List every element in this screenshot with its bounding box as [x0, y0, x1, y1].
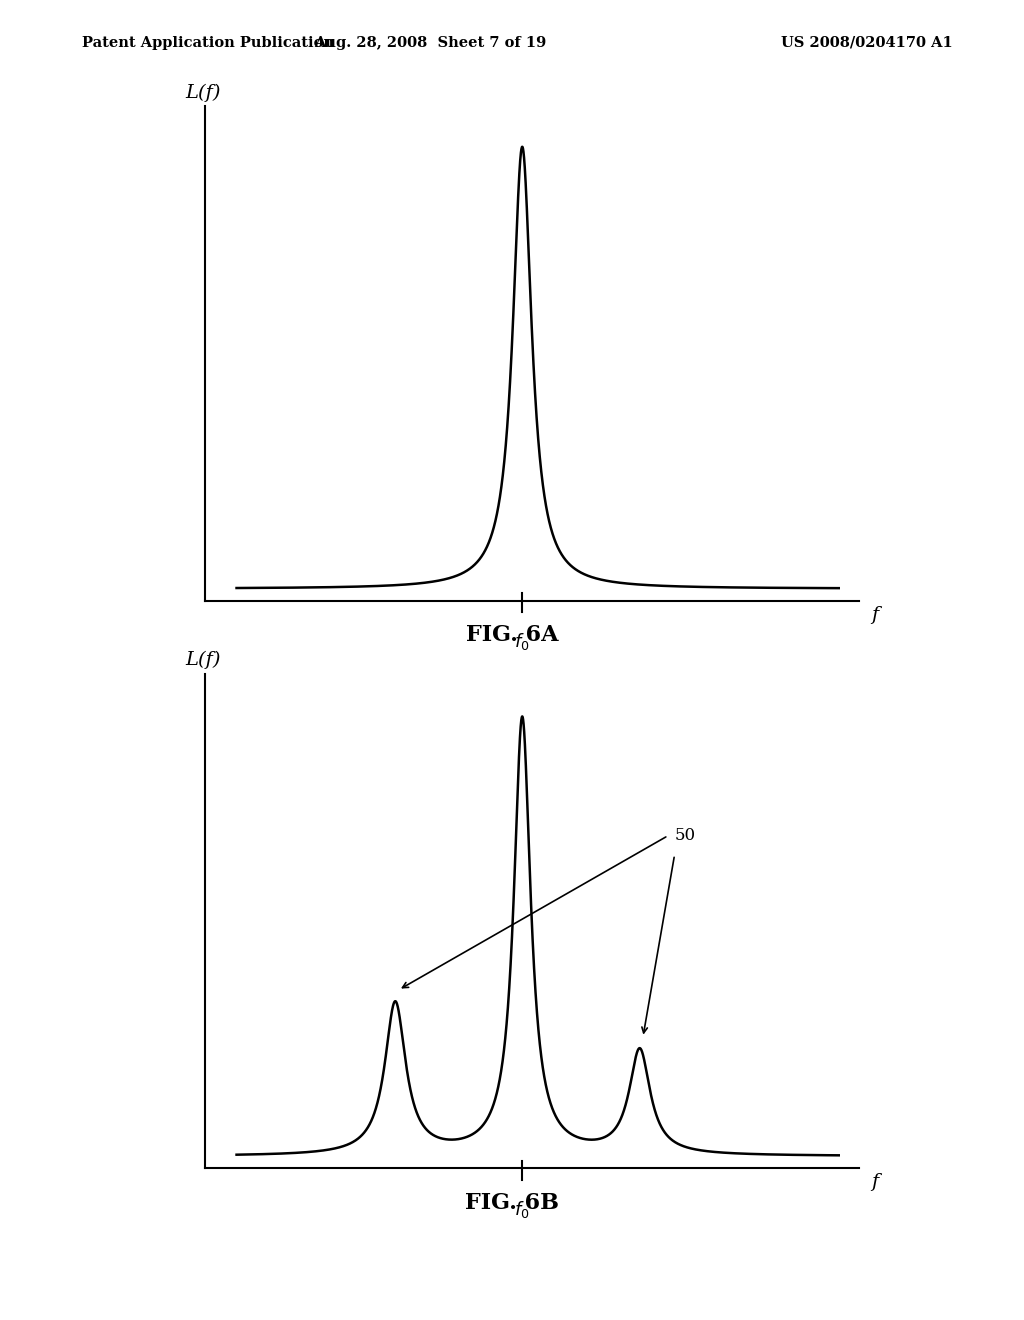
Text: L(f): L(f)	[185, 83, 221, 102]
Text: f: f	[871, 1173, 879, 1192]
Text: $f_0$: $f_0$	[514, 631, 530, 652]
Text: $f_0$: $f_0$	[514, 1199, 530, 1220]
Text: f: f	[871, 606, 879, 624]
Text: Aug. 28, 2008  Sheet 7 of 19: Aug. 28, 2008 Sheet 7 of 19	[314, 36, 546, 50]
Text: US 2008/0204170 A1: US 2008/0204170 A1	[780, 36, 952, 50]
Text: L(f): L(f)	[185, 651, 221, 669]
Text: 50: 50	[675, 828, 695, 843]
Text: FIG. 6A: FIG. 6A	[466, 624, 558, 647]
Text: Patent Application Publication: Patent Application Publication	[82, 36, 334, 50]
Text: FIG. 6B: FIG. 6B	[465, 1192, 559, 1214]
